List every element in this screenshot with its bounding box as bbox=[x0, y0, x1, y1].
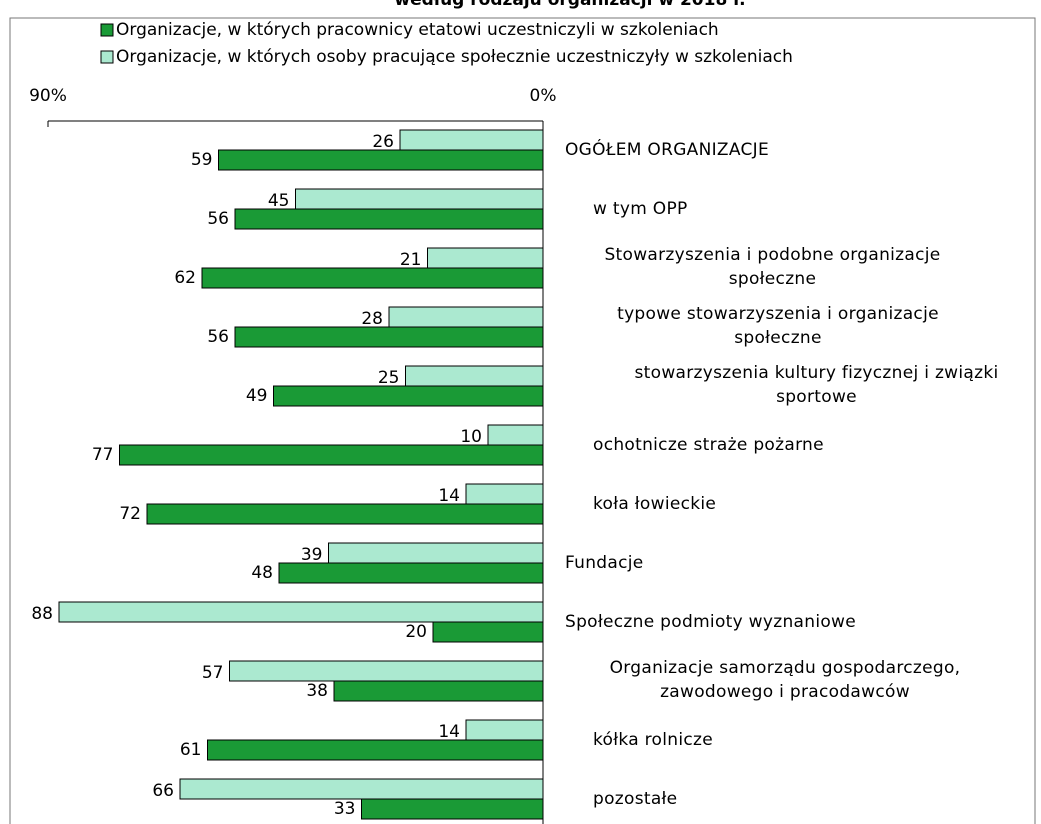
value-label: 10 bbox=[460, 427, 482, 447]
legend-label: Organizacje, w których pracownicy etatow… bbox=[116, 20, 719, 40]
bar bbox=[218, 149, 544, 171]
bar bbox=[58, 601, 544, 623]
bar bbox=[388, 306, 544, 328]
value-label: 25 bbox=[378, 368, 400, 388]
category-label: OGÓŁEM ORGANIZACJE bbox=[565, 140, 770, 160]
bar bbox=[234, 208, 544, 230]
bar bbox=[295, 188, 544, 210]
category-label: typowe stowarzyszenia i organizacje społ… bbox=[617, 304, 939, 348]
bar bbox=[179, 778, 544, 800]
value-label: 48 bbox=[251, 563, 273, 583]
value-label: 28 bbox=[361, 309, 383, 329]
value-label: 45 bbox=[268, 191, 290, 211]
value-label: 66 bbox=[152, 781, 174, 801]
value-label: 56 bbox=[207, 209, 229, 229]
value-label: 56 bbox=[207, 327, 229, 347]
bar bbox=[119, 444, 544, 466]
value-label: 77 bbox=[92, 445, 114, 465]
category-label: Fundacje bbox=[565, 553, 644, 573]
value-label: 14 bbox=[438, 722, 460, 742]
category-label: kółka rolnicze bbox=[593, 730, 714, 750]
x-tick-label: 90% bbox=[29, 86, 67, 106]
chart-title: według rodzaju organizacji w 2018 r. bbox=[394, 0, 745, 10]
bar bbox=[487, 424, 544, 446]
chart-border bbox=[9, 17, 1036, 824]
bar bbox=[146, 503, 544, 525]
value-label: 20 bbox=[405, 622, 427, 642]
x-tick-label: 0% bbox=[530, 86, 557, 106]
legend-label: Organizacje, w których osoby pracujące s… bbox=[116, 47, 793, 67]
bar bbox=[278, 562, 544, 584]
bar bbox=[234, 326, 544, 348]
category-label: w tym OPP bbox=[593, 199, 688, 219]
legend-swatch bbox=[100, 23, 114, 37]
value-label: 49 bbox=[246, 386, 268, 406]
legend-swatch bbox=[100, 50, 114, 64]
bar bbox=[405, 365, 544, 387]
value-label: 38 bbox=[306, 681, 328, 701]
bar bbox=[427, 247, 544, 269]
bar bbox=[361, 798, 544, 820]
category-label: Społeczne podmioty wyznaniowe bbox=[565, 612, 857, 632]
category-label: stowarzyszenia kultury fizycznej i związ… bbox=[634, 363, 999, 407]
value-label: 57 bbox=[202, 663, 224, 683]
bar bbox=[201, 267, 544, 289]
value-label: 21 bbox=[400, 250, 422, 270]
bar bbox=[229, 660, 544, 682]
category-label: Organizacje samorządu gospodarczego, zaw… bbox=[609, 658, 961, 702]
category-label: koła łowieckie bbox=[593, 494, 717, 514]
category-label: Stowarzyszenia i podobne organizacje spo… bbox=[604, 245, 941, 289]
value-label: 14 bbox=[438, 486, 460, 506]
value-label: 26 bbox=[372, 132, 394, 152]
value-label: 62 bbox=[174, 268, 196, 288]
bar bbox=[465, 719, 544, 741]
bar bbox=[207, 739, 544, 761]
value-label: 59 bbox=[191, 150, 213, 170]
category-label: pozostałe bbox=[593, 789, 678, 809]
bar bbox=[432, 621, 544, 643]
category-label: ochotnicze straże pożarne bbox=[593, 435, 824, 455]
bar bbox=[273, 385, 544, 407]
value-label: 72 bbox=[119, 504, 141, 524]
bar bbox=[399, 129, 544, 151]
value-label: 61 bbox=[180, 740, 202, 760]
value-label: 33 bbox=[334, 799, 356, 819]
value-label: 88 bbox=[31, 604, 53, 624]
bar bbox=[333, 680, 544, 702]
bar bbox=[465, 483, 544, 505]
value-label: 39 bbox=[301, 545, 323, 565]
bar bbox=[328, 542, 544, 564]
